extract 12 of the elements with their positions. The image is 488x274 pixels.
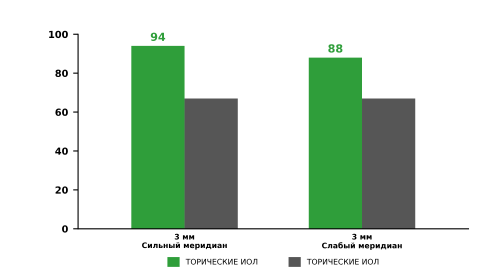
- y-tick-label: 80: [55, 70, 68, 77]
- y-tick-label: 60: [55, 108, 68, 116]
- data-label: 94: [150, 32, 166, 41]
- y-tick-label: 100: [49, 30, 68, 38]
- bar: [308, 58, 362, 229]
- data-label: 88: [328, 44, 342, 53]
- y-tick-label: 20: [56, 186, 68, 194]
- bar: [184, 98, 238, 229]
- bar: [362, 98, 416, 229]
- bar: [131, 46, 185, 229]
- y-tick-label: 40: [55, 147, 68, 155]
- y-tick-label: 0: [62, 225, 68, 233]
